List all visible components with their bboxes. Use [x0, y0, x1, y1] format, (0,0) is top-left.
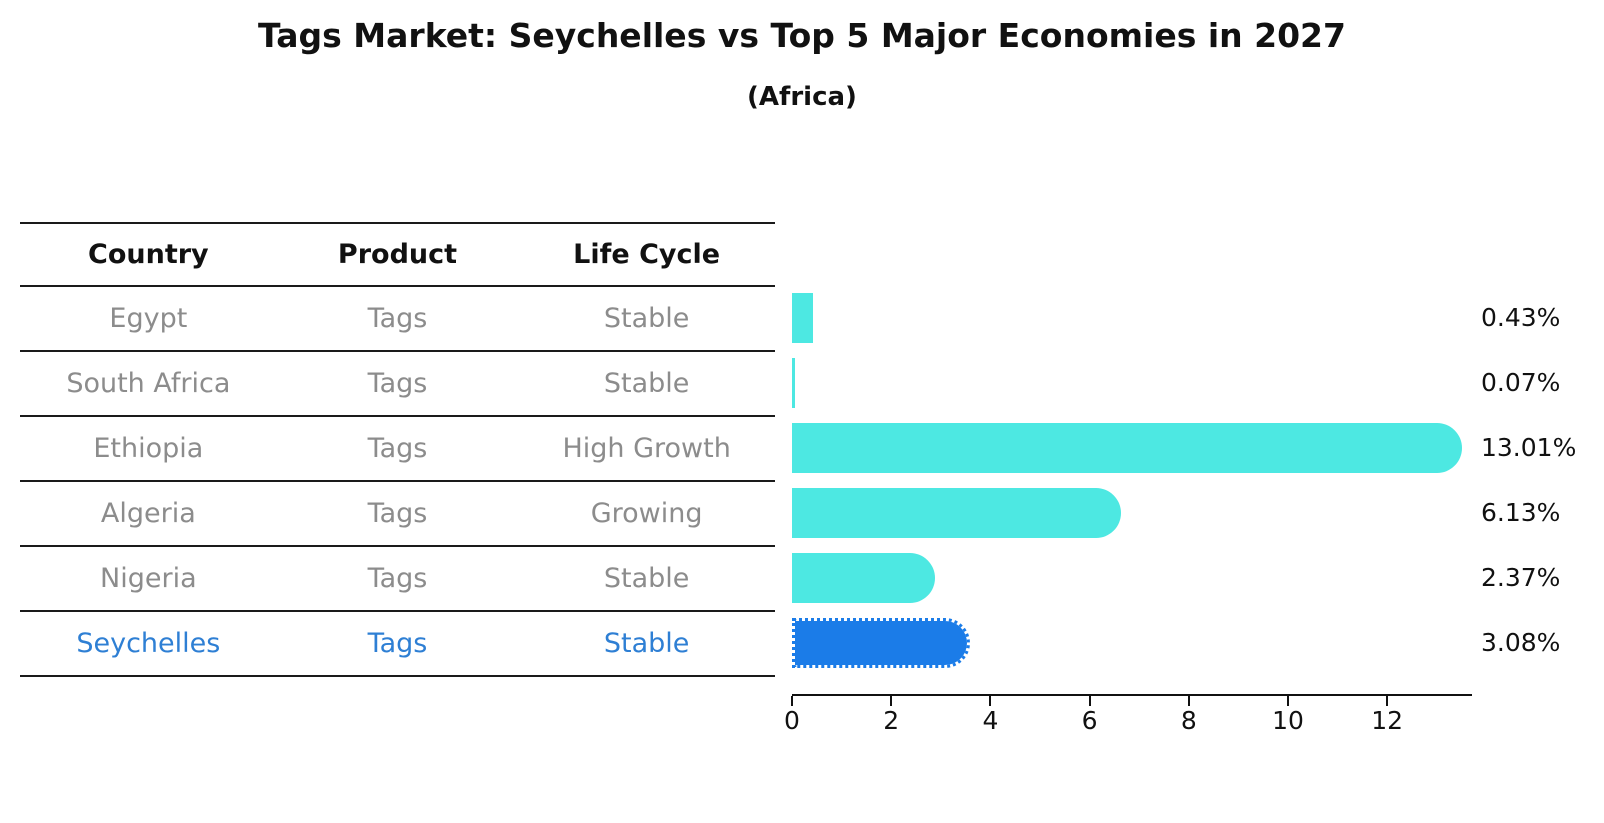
- x-tick-label: 10: [1272, 706, 1304, 735]
- table-cell-country: Algeria: [100, 498, 196, 529]
- bar-algeria: [792, 487, 1122, 538]
- x-axis-line: [792, 694, 1472, 696]
- table-cell-product: Tags: [367, 563, 428, 594]
- chart-title: Tags Market: Seychelles vs Top 5 Major E…: [258, 16, 1346, 55]
- bar-ethiopia: [792, 422, 1463, 473]
- table-cell-country: South Africa: [66, 368, 231, 399]
- x-tick-label: 8: [1180, 706, 1197, 735]
- table-cell-product: Tags: [367, 368, 428, 399]
- table-header-country: Country: [88, 239, 209, 270]
- x-tick-mark: [791, 696, 793, 706]
- table-cell-life-cycle: Stable: [603, 368, 690, 399]
- bar-seychelles: [792, 617, 970, 668]
- table-header-product: Product: [337, 239, 458, 270]
- x-tick-label: 0: [784, 706, 800, 735]
- table-cell-life-cycle: Stable: [603, 563, 690, 594]
- x-tick-mark: [1187, 696, 1190, 706]
- x-tick-label: 12: [1371, 706, 1404, 735]
- value-label-algeria: 6.13%: [1481, 498, 1561, 527]
- value-label-south-africa: 0.07%: [1481, 368, 1561, 397]
- x-tick-mark: [1287, 696, 1289, 706]
- x-tick-mark: [989, 696, 992, 706]
- table-row-egypt: Egypt Tags Stable: [20, 287, 775, 352]
- table-cell-life-cycle: Stable: [603, 303, 690, 334]
- table-row-south-africa: South Africa Tags Stable: [20, 352, 775, 417]
- table-cell-life-cycle: Stable: [603, 628, 690, 659]
- table-cell-product: Tags: [367, 303, 428, 334]
- table-header-row: Country Product Life Cycle: [20, 224, 775, 287]
- table-row-algeria: Algeria Tags Growing: [20, 482, 775, 547]
- table-cell-product: Tags: [367, 628, 428, 659]
- x-tick-mark: [890, 696, 893, 706]
- table-header-life-cycle: Life Cycle: [573, 239, 721, 270]
- table-cell-country: Nigeria: [100, 563, 197, 594]
- value-label-seychelles: 3.08%: [1481, 628, 1561, 657]
- table-cell-life-cycle: High Growth: [562, 433, 731, 464]
- table-cell-life-cycle: Growing: [590, 498, 703, 529]
- table-row-seychelles: Seychelles Tags Stable: [20, 612, 775, 677]
- x-tick-mark: [1088, 696, 1091, 706]
- chart-subtitle: (Africa): [747, 82, 857, 112]
- table-cell-product: Tags: [367, 433, 428, 464]
- table-cell-country: Egypt: [109, 303, 188, 334]
- table-row-nigeria: Nigeria Tags Stable: [20, 547, 775, 612]
- bar-south-africa: [792, 357, 796, 408]
- x-tick-mark: [1386, 696, 1389, 706]
- x-tick-label: 6: [1081, 706, 1098, 735]
- value-label-egypt: 0.43%: [1481, 303, 1561, 332]
- table-row-ethiopia: Ethiopia Tags High Growth: [20, 417, 775, 482]
- table-cell-product: Tags: [367, 498, 428, 529]
- x-tick-label: 2: [883, 706, 900, 735]
- bar-nigeria: [792, 552, 935, 603]
- country-table: Country Product Life Cycle Egypt Tags Stab…: [20, 222, 775, 677]
- table-body: Egypt Tags Stable South Africa Tags Stable Eth…: [20, 287, 775, 677]
- bar-egypt: [792, 292, 814, 343]
- table-cell-country: Ethiopia: [93, 433, 204, 464]
- value-label-ethiopia: 13.01%: [1481, 433, 1577, 462]
- table-cell-country: Seychelles: [76, 628, 221, 659]
- x-tick-label: 4: [982, 706, 999, 735]
- value-label-nigeria: 2.37%: [1481, 563, 1561, 592]
